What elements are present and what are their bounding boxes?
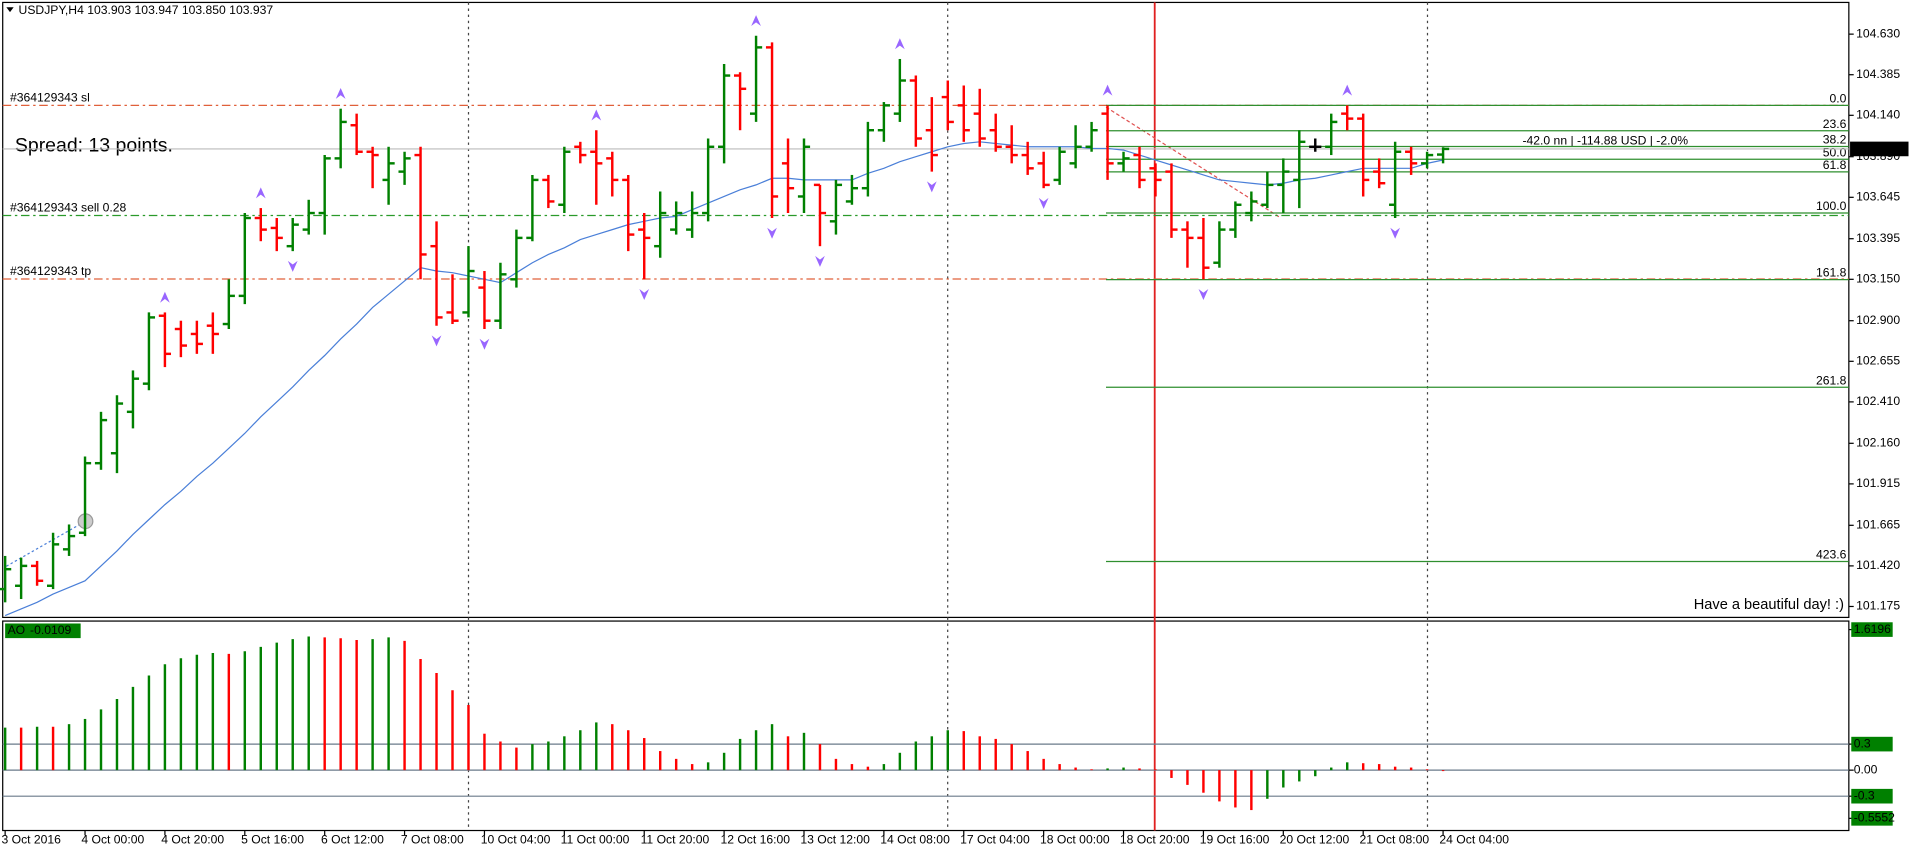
fractal-down	[926, 181, 937, 193]
x-tick-label: 4 Oct 20:00	[161, 832, 224, 846]
ao-label: AO -0.0109	[8, 623, 72, 637]
y-tick-label: 102.655	[1856, 354, 1900, 368]
fib-label: 261.8	[1816, 373, 1847, 387]
x-tick-label: 19 Oct 16:00	[1200, 832, 1270, 846]
fractal-down	[431, 335, 442, 347]
y-tick-label: 104.385	[1856, 67, 1900, 81]
ao-tick-label: -0.5552	[1854, 811, 1895, 825]
fib-label: 0.0	[1829, 91, 1846, 105]
y-tick-label: 101.665	[1856, 518, 1900, 532]
x-tick-label: 20 Oct 12:00	[1280, 832, 1350, 846]
x-tick-label: 3 Oct 2016	[1, 832, 61, 846]
fractal-up	[591, 109, 602, 121]
bid-label: 103.937	[1854, 141, 1898, 155]
fractal-down	[815, 255, 825, 267]
ao-tick-label: -0.3	[1854, 788, 1875, 802]
ao-tick-box	[1851, 811, 1893, 826]
y-tick-label: 101.175	[1856, 599, 1900, 613]
ao-tick-label: 1.6196	[1854, 622, 1891, 636]
fib-label: 423.6	[1816, 548, 1847, 562]
fractal-up	[160, 291, 170, 303]
order-label: #364129343 sell 0.28	[10, 200, 127, 214]
fractal-up	[1342, 84, 1353, 96]
fib-baseline	[1105, 106, 1280, 218]
y-tick-label: 104.140	[1856, 108, 1900, 122]
y-tick-label: 102.160	[1856, 436, 1900, 450]
y-tick-label: 104.630	[1856, 26, 1900, 40]
greeting: Have a beautiful day! :)	[1694, 597, 1844, 613]
x-tick-label: 17 Oct 04:00	[960, 832, 1030, 846]
ao-tick-label: 0.3	[1854, 736, 1871, 750]
x-tick-label: 12 Oct 16:00	[720, 832, 790, 846]
fib-label: 161.8	[1816, 266, 1847, 280]
x-tick-label: 4 Oct 00:00	[81, 832, 144, 846]
fractal-up	[751, 15, 761, 27]
ao-label-name: AO	[8, 623, 26, 637]
fractal-down	[479, 338, 490, 350]
y-tick-label: 102.900	[1856, 313, 1900, 327]
y-tick-label: 103.395	[1856, 231, 1900, 245]
ao-label-value: -0.0109	[30, 623, 71, 637]
ao-tick-box	[1851, 788, 1893, 804]
fractal-down	[767, 227, 777, 239]
x-tick-label: 10 Oct 04:00	[481, 832, 551, 846]
ao-label-box	[5, 623, 81, 639]
y-tick-label: 101.915	[1856, 476, 1900, 490]
ao-tick-box	[1851, 736, 1893, 752]
trendline	[6, 520, 86, 567]
fib-label: 23.6	[1823, 117, 1847, 131]
spread-text: Spread: 13 points.	[15, 134, 173, 156]
fractal-up	[255, 187, 266, 199]
fib-label: 38.2	[1823, 133, 1847, 147]
fractal-down	[639, 289, 650, 301]
header-icon	[6, 7, 14, 13]
y-tick-label: 103.645	[1856, 190, 1900, 204]
x-tick-label: 24 Oct 04:00	[1439, 832, 1509, 846]
fractal-down	[1198, 289, 1209, 301]
y-tick-label: 103.150	[1856, 272, 1900, 286]
x-tick-label: 11 Oct 00:00	[561, 832, 630, 846]
x-tick-label: 11 Oct 20:00	[641, 832, 710, 846]
x-tick-label: 6 Oct 12:00	[321, 832, 384, 846]
x-tick-label: 13 Oct 12:00	[800, 832, 870, 846]
moving-average	[4, 141, 1444, 617]
order-label: #364129343 tp	[10, 264, 91, 278]
ao-tick-label: 0.00	[1854, 762, 1878, 776]
order-label: #364129343 sl	[10, 90, 90, 104]
y-tick-label: 101.420	[1856, 558, 1900, 572]
fractal-up	[335, 87, 346, 99]
x-tick-label: 7 Oct 08:00	[401, 832, 464, 846]
fib-label: 100.0	[1816, 199, 1847, 213]
x-tick-label: 18 Oct 20:00	[1120, 832, 1190, 846]
fractal-down	[1390, 227, 1401, 239]
x-tick-label: 14 Oct 08:00	[880, 832, 950, 846]
y-tick-label: 102.410	[1856, 394, 1900, 408]
fib-label: 61.8	[1823, 158, 1847, 172]
profit-text: -42.0 nn | -114.88 USD | -2.0%	[1522, 133, 1688, 147]
ao-panel	[2, 620, 1850, 832]
x-tick-label: 21 Oct 08:00	[1360, 832, 1430, 846]
week-separators	[467, 2, 1429, 831]
fractal-up	[894, 38, 905, 50]
x-tick-label: 5 Oct 16:00	[241, 832, 304, 846]
x-tick-label: 18 Oct 00:00	[1040, 832, 1110, 846]
fractal-up	[1102, 84, 1113, 96]
fractal-down	[1038, 197, 1049, 209]
header: USDJPY,H4 103.903 103.947 103.850 103.93…	[19, 3, 274, 17]
ao-tick-box	[1851, 622, 1893, 637]
bid-box	[1850, 141, 1909, 157]
main-panel	[2, 1, 1850, 619]
fractal-down	[287, 260, 298, 272]
